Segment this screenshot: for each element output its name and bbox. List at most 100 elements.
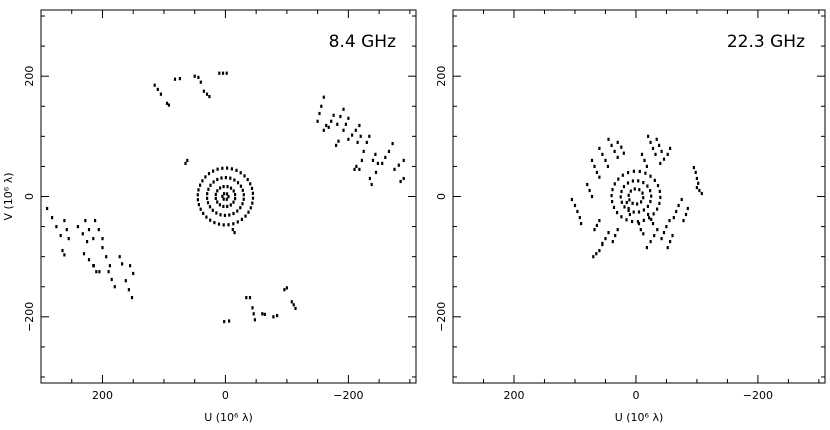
uv-point [59,234,62,238]
uv-core-point [221,194,224,198]
uv-point [402,176,405,181]
uv-core-point [632,210,635,214]
uv-core-point [216,177,219,182]
uv-core-point [219,213,222,217]
uv-core-point [644,171,647,175]
uv-core-point [620,200,623,204]
uv-point [87,258,91,262]
uv-core-point [236,220,239,224]
uv-point [248,296,252,300]
uv-core-point [646,204,649,208]
plot-frame [452,9,826,384]
uv-point [628,212,631,217]
uv-point [327,125,330,129]
uv-point [101,246,104,250]
uv-point [653,234,656,238]
x-tick-label: −200 [333,389,363,402]
uv-point [601,241,604,245]
uv-point [294,306,297,310]
uv-point [595,170,598,174]
uv-core-point [649,189,652,193]
uv-point [98,270,101,274]
uv-point [208,95,211,99]
x-tick-label: 0 [222,389,229,402]
uv-core-point [649,199,652,204]
y-tick-label: 200 [23,66,36,87]
uv-point [290,300,293,304]
uv-point [694,170,697,174]
uv-core-point [214,192,217,196]
uv-point [595,252,598,256]
uv-core-point [229,186,233,190]
uv-core-point [216,189,219,193]
uv-point [607,231,610,235]
uv-point [391,142,394,146]
uv-point [660,237,663,241]
uv-point [221,71,225,75]
uv-core-point [213,221,216,225]
uv-core-point [226,166,229,170]
uv-core-point [613,182,616,186]
uv-core-point [642,208,645,212]
uv-core-point [216,167,219,171]
uv-point [358,123,361,128]
uv-point [647,212,650,217]
uv-core-point [658,201,661,205]
uv-core-point [236,181,240,185]
uv-core-point [234,193,237,197]
uv-core-point [626,181,630,185]
uv-point [63,219,66,223]
uv-point [322,128,325,132]
uv-point [376,161,379,165]
uv-point [374,170,378,174]
uv-point [355,164,358,168]
uv-point [251,306,254,310]
uv-point [671,234,674,238]
uv-point [645,164,648,168]
uv-point [640,152,644,156]
uv-point [202,89,205,93]
uv-point [675,209,678,214]
uv-point [46,206,49,211]
uv-core-point [242,197,245,201]
uv-point [330,119,333,123]
uv-point [347,137,350,141]
uv-point [193,74,196,78]
y-tick-label: 0 [23,193,36,200]
uv-point [384,155,387,159]
uv-point [253,318,256,322]
uv-core-point [222,197,225,201]
uv-point [178,77,181,81]
uv-point [660,149,663,153]
uv-point [649,240,652,244]
uv-point [700,191,703,196]
uv-point [336,122,339,126]
uv-point [61,249,64,253]
uv-point [598,219,601,223]
uv-point [55,225,58,229]
uv-core-point [627,193,630,197]
uv-point [92,237,95,241]
uv-point [374,152,377,156]
uv-core-point [251,196,255,200]
uv-point [205,92,209,96]
uv-core-point [240,217,243,221]
uv-point [197,75,200,79]
uv-point [82,252,86,256]
uv-point [261,312,264,316]
uv-core-point [206,192,209,196]
uv-point [76,225,79,229]
uv-point [590,158,594,162]
uv-point [666,246,669,250]
uv-core-point [218,203,221,207]
uv-point [651,146,655,150]
uv-point [595,223,598,227]
uv-core-point [646,184,649,188]
x-tick-label: 200 [503,389,524,402]
uv-core-point [233,178,236,182]
uv-point [351,133,354,137]
uv-core-point [239,206,242,210]
uv-core-point [208,205,212,209]
uv-point [110,277,113,282]
